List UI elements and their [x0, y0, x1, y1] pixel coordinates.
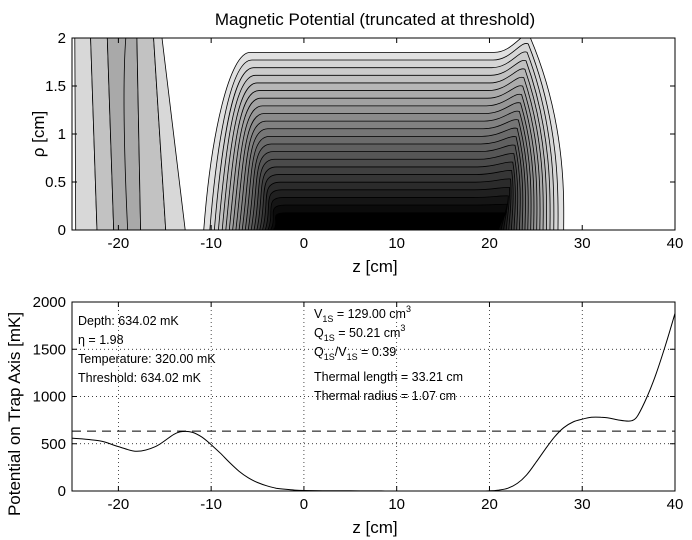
- q1s-unit-exponent: 3: [400, 323, 405, 333]
- contour-axes: -20 -10 0 10 20 30 40 0 0.5 1 1.5 2: [45, 30, 683, 252]
- coil-band-3: [136, 38, 167, 230]
- ratio-v-subscript: 1S: [347, 352, 358, 362]
- annotation-threshold: Threshold: 634.02 mK: [78, 371, 202, 385]
- contour-x-tick-label: 30: [574, 235, 591, 252]
- potential-y-tick-label: 0: [58, 483, 66, 500]
- potential-x-tick-label: 40: [667, 496, 684, 513]
- potential-x-tick-label: -20: [108, 496, 130, 513]
- ratio-v-symbol: /V: [335, 345, 347, 359]
- contour-x-tick-label: 10: [388, 235, 405, 252]
- potential-y-tick-label: 500: [41, 436, 66, 453]
- annotation-thermal-length: Thermal length = 33.21 cm: [314, 370, 463, 384]
- potential-x-tick-label: -10: [200, 496, 222, 513]
- contour-y-tick-label: 0.5: [45, 174, 66, 191]
- contour-x-tick-label: -10: [200, 235, 222, 252]
- coil-band-0: [74, 38, 98, 230]
- potential-line: [72, 313, 675, 491]
- potential-y-tick-label: 2000: [33, 294, 66, 311]
- ratio-value: = 0.39: [358, 345, 397, 359]
- contour-level-21: [272, 212, 507, 230]
- annotation-ratio: Q1S/V1S = 0.39: [314, 345, 396, 362]
- v1s-unit-exponent: 3: [406, 304, 411, 314]
- potential-x-axis-label: z [cm]: [352, 518, 397, 537]
- contour-y-tick-label: 1.5: [45, 78, 66, 95]
- ratio-q-subscript: 1S: [324, 352, 335, 362]
- potential-x-tick-label: 20: [481, 496, 498, 513]
- q1s-subscript: 1S: [324, 333, 335, 343]
- q1s-value: = 50.21 cm: [335, 326, 401, 340]
- annotation-eta: η = 1.98: [78, 333, 124, 347]
- coil-band-1: [90, 38, 115, 230]
- coil-band-4: [153, 38, 186, 230]
- annotation-v1s: V1S = 129.00 cm3: [314, 304, 411, 324]
- contour-x-tick-label: 0: [300, 235, 308, 252]
- annotation-temperature: Temperature: 320.00 mK: [78, 352, 216, 366]
- contour-y-tick-label: 0: [58, 222, 66, 239]
- contour-lines: [74, 38, 565, 230]
- potential-y-tick-label: 1000: [33, 389, 66, 406]
- contour-y-tick-label: 2: [58, 30, 66, 47]
- contour-y-axis-label: ρ [cm]: [29, 111, 48, 158]
- potential-y-tick-label: 1500: [33, 341, 66, 358]
- contour-x-tick-label: 20: [481, 235, 498, 252]
- contour-y-tick-label: 1: [58, 126, 66, 143]
- v1s-symbol: V: [314, 307, 323, 321]
- potential-y-axis-label: Potential on Trap Axis [mK]: [5, 312, 24, 516]
- contour-panel: Magnetic Potential (truncated at thresho…: [29, 10, 683, 276]
- q1s-symbol: Q: [314, 326, 324, 340]
- potential-panel: -20 -10 0 10 20 30 40 0 500 1000 1500 2000 z [cm] P…: [5, 294, 683, 537]
- annotation-thermal-radius: Thermal radius = 1.07 cm: [314, 389, 456, 403]
- potential-x-tick-label: 0: [300, 496, 308, 513]
- contour-x-tick-label: 40: [667, 235, 684, 252]
- contour-title: Magnetic Potential (truncated at thresho…: [215, 10, 535, 29]
- annotation-q1s: Q1S = 50.21 cm3: [314, 323, 405, 343]
- ratio-q-symbol: Q: [314, 345, 324, 359]
- potential-x-tick-label: 30: [574, 496, 591, 513]
- contour-x-axis-label: z [cm]: [352, 257, 397, 276]
- v1s-value: = 129.00 cm: [333, 307, 406, 321]
- contour-x-tick-label: -20: [108, 235, 130, 252]
- annotation-depth: Depth: 634.02 mK: [78, 314, 179, 328]
- potential-axes: -20 -10 0 10 20 30 40 0 500 1000 1500 2000: [33, 294, 684, 513]
- potential-x-tick-label: 10: [388, 496, 405, 513]
- coil-contour: [123, 38, 129, 230]
- v1s-subscript: 1S: [322, 314, 333, 324]
